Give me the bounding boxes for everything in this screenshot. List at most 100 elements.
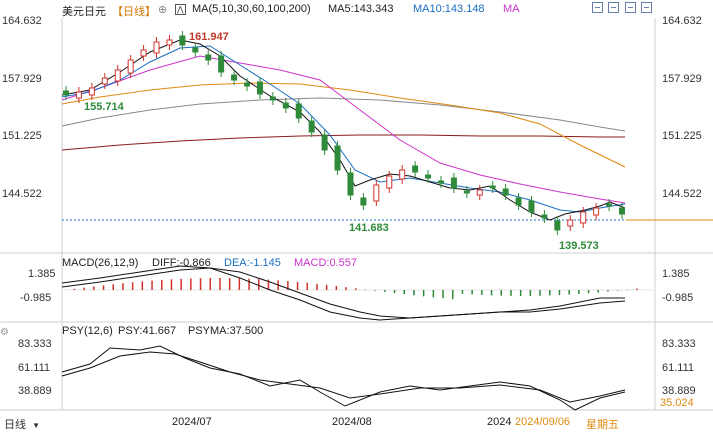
macd-bar <box>432 290 435 298</box>
macd-bar <box>616 290 619 291</box>
candle-body <box>476 189 483 196</box>
chevron-down-icon: ▼ <box>32 421 40 430</box>
macd-bar <box>228 278 231 290</box>
macd-bar <box>519 290 522 296</box>
macd-bar <box>190 278 192 290</box>
macd-bar <box>219 278 221 290</box>
macd-diff-line <box>61 265 625 321</box>
ma60-line <box>61 82 626 168</box>
macd-bar <box>558 290 561 296</box>
macd-bar <box>209 278 211 290</box>
candle-body <box>114 69 121 82</box>
psyma-value: PSYMA:37.500 <box>188 325 264 337</box>
macd-bar <box>335 285 338 290</box>
macd-tick: 1.385 <box>28 268 56 280</box>
low-annotation: 141.683 <box>349 222 389 234</box>
macd-bar <box>325 284 328 290</box>
candle-body <box>425 174 432 179</box>
macd-value: MACD:0.557 <box>294 257 357 269</box>
low-annotation: 139.573 <box>559 240 599 252</box>
candle-body <box>619 207 625 215</box>
macd-bar <box>374 290 376 291</box>
macd-bar <box>102 285 105 290</box>
macd-tick: -0.985 <box>20 292 52 304</box>
grid-icon[interactable] <box>625 2 636 13</box>
current-weekday: 星期五 <box>586 419 619 431</box>
macd-bar <box>83 287 85 290</box>
candle-body <box>360 197 367 206</box>
candle-body <box>554 220 561 231</box>
candle-body <box>399 169 406 180</box>
price-tick: 144.522 <box>2 188 42 200</box>
zoom-out-icon[interactable] <box>608 2 619 13</box>
period-label[interactable]: 【日线】 <box>112 6 156 18</box>
candle-body <box>489 185 496 189</box>
macd-label: MACD(26,12,9) <box>62 257 139 269</box>
macd-bar <box>539 290 541 296</box>
indicator-icon[interactable]: ⋀ <box>175 4 186 15</box>
candle-body <box>386 175 393 189</box>
psy-tick: 61.111 <box>18 362 51 374</box>
ma200-line <box>61 134 625 151</box>
period-button[interactable]: 日线 ▼ <box>4 416 40 432</box>
macd-bar <box>93 286 95 290</box>
macd-bar <box>161 279 163 290</box>
settings-icon[interactable]: ⚙ <box>0 327 9 338</box>
candle-body <box>282 102 289 109</box>
candle-body <box>593 207 600 216</box>
candle-body <box>308 120 315 133</box>
macd-bar <box>131 282 134 290</box>
psy-value: PSY:41.667 <box>118 325 177 337</box>
candle-body <box>412 165 419 173</box>
candle-body <box>295 103 302 119</box>
target-icon[interactable]: ⊕ <box>158 4 168 16</box>
candle-body <box>580 211 587 224</box>
psy-label: PSY(12,6) <box>62 325 113 337</box>
psyma-line <box>61 351 626 403</box>
macd-tick-right: -0.985 <box>662 292 694 304</box>
candle-body <box>502 188 509 196</box>
macd-bar <box>258 279 260 290</box>
macd-bar <box>316 283 318 290</box>
macd-bar <box>597 290 599 293</box>
candle-body <box>140 49 147 57</box>
candle-body <box>127 59 134 74</box>
fullscreen-icon[interactable] <box>641 2 652 13</box>
psy-line <box>61 345 626 411</box>
psy-series <box>61 345 626 411</box>
macd-bar <box>384 290 386 292</box>
ma10-line <box>61 45 626 213</box>
price-tick-right: 151.225 <box>662 130 702 142</box>
macd-bar <box>345 287 347 290</box>
macd-bar <box>490 290 493 296</box>
period-button-label: 日线 <box>4 419 26 431</box>
candle-body <box>347 172 354 196</box>
psy-current-value: 35.024 <box>660 397 694 409</box>
price-tick-right: 144.522 <box>662 188 702 200</box>
macd-bar <box>73 288 76 290</box>
macd-bar <box>413 290 415 296</box>
ma10-value: MA10:143.148 <box>413 3 485 15</box>
macd-bar <box>471 290 473 295</box>
macd-dea-line <box>61 267 626 319</box>
macd-bar <box>355 288 357 290</box>
candle-body <box>269 96 276 101</box>
macd-bar <box>122 283 124 290</box>
macd-bar <box>112 284 114 290</box>
zoom-in-icon[interactable] <box>592 2 603 13</box>
macd-bar <box>180 278 182 290</box>
candle-body <box>179 35 186 46</box>
macd-bar <box>267 279 270 290</box>
candlestick-series <box>63 31 625 235</box>
macd-bar <box>578 290 580 294</box>
macd-bar <box>549 290 551 296</box>
psy-tick: 83.333 <box>18 338 52 350</box>
low-annotation: 155.714 <box>84 101 124 113</box>
ma-params[interactable]: MA(5,10,30,60,100,200) <box>192 3 311 15</box>
candle-body <box>437 180 444 184</box>
candle-body <box>528 200 535 213</box>
macd-bar <box>248 278 250 290</box>
macd-bar <box>568 290 570 295</box>
candle-body <box>88 87 95 96</box>
